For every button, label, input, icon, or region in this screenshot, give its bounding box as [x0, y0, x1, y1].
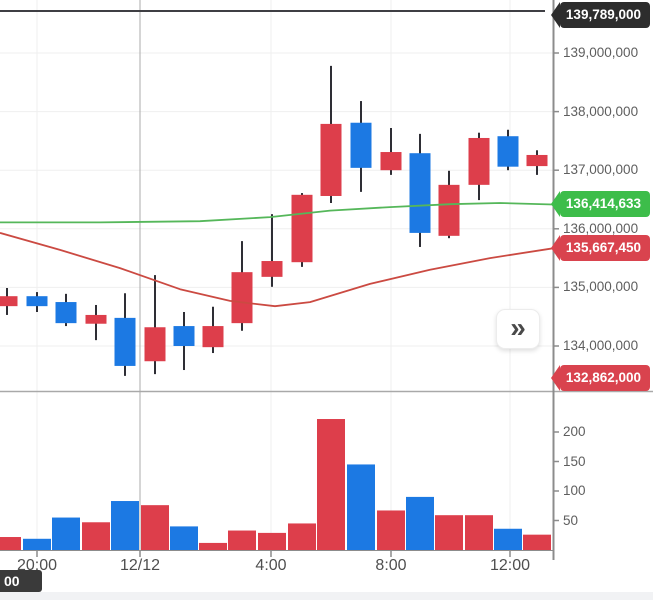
volume-bar[interactable]: [228, 530, 256, 550]
volume-axis-label: 200: [563, 424, 586, 439]
candle-body[interactable]: [291, 194, 313, 263]
bottom-strip: [0, 592, 653, 600]
ma-short-line: [0, 202, 554, 224]
volume-bar[interactable]: [377, 510, 405, 550]
session-low-badge: 132,862,000: [550, 365, 650, 391]
candle-body[interactable]: [438, 184, 460, 236]
time-axis-label: 4:00: [255, 557, 287, 574]
candle-body[interactable]: [26, 296, 48, 307]
price-axis-label: 137,000,000: [563, 162, 639, 178]
price-axis-label: 138,000,000: [563, 103, 639, 119]
candle-body[interactable]: [497, 136, 519, 167]
volume-axis-label: 150: [563, 453, 586, 469]
volume-bar[interactable]: [52, 517, 80, 550]
candle-body[interactable]: [409, 153, 431, 233]
ma-long-line: [0, 232, 554, 308]
volume-bar[interactable]: [258, 532, 286, 550]
volume-bar[interactable]: [523, 534, 551, 550]
candle-body[interactable]: [380, 152, 402, 171]
volume-bar[interactable]: [288, 523, 316, 550]
volume-bar[interactable]: [0, 537, 21, 550]
volume-bar[interactable]: [494, 528, 522, 550]
volume-bar[interactable]: [82, 522, 110, 550]
volume-bar[interactable]: [347, 464, 375, 550]
last-price-badge: 139,789,000: [550, 2, 650, 28]
time-axis-label: 20:00: [16, 557, 58, 574]
candle-body[interactable]: [231, 272, 253, 324]
time-axis-label: 8:00: [375, 557, 407, 574]
volume-bar[interactable]: [199, 542, 227, 550]
candle-body[interactable]: [144, 327, 166, 362]
volume-bar[interactable]: [406, 496, 434, 550]
candle-body[interactable]: [320, 123, 342, 196]
candle-body[interactable]: [261, 261, 283, 277]
candle-body[interactable]: [202, 326, 224, 348]
price-axis-label: 135,000,000: [563, 279, 639, 295]
candle-body[interactable]: [468, 137, 490, 185]
volume-axis-label: 50: [563, 512, 579, 528]
volume-bar[interactable]: [23, 538, 51, 550]
ma-long-value-badge: 135,667,450: [550, 235, 650, 261]
volume-bar[interactable]: [170, 526, 198, 550]
time-axis-label: 12/12: [119, 557, 161, 574]
double-chevron-right-icon: »: [510, 311, 526, 343]
volume-bar[interactable]: [465, 515, 493, 550]
time-axis-label: 12:00: [489, 557, 531, 574]
candle-body[interactable]: [173, 326, 195, 346]
scroll-to-latest-button[interactable]: »: [496, 309, 540, 349]
price-axis-label: 136,000,000: [563, 220, 639, 236]
ma-short-value-badge: 136,414,633: [550, 191, 650, 217]
volume-bar[interactable]: [317, 419, 345, 550]
volume-bar[interactable]: [111, 501, 139, 550]
candle-body[interactable]: [350, 122, 372, 168]
volume-axis-label: 100: [563, 483, 586, 498]
candle-body[interactable]: [0, 296, 18, 307]
price-axis-label: 134,000,000: [563, 338, 639, 353]
crosshair-time-badge: 00: [0, 570, 42, 592]
candle-body[interactable]: [55, 302, 77, 324]
candle-body[interactable]: [114, 317, 136, 366]
price-axis-label: 139,000,000: [563, 45, 639, 60]
candle-body[interactable]: [526, 154, 548, 167]
candle-body[interactable]: [85, 314, 107, 324]
volume-bar[interactable]: [435, 515, 463, 550]
volume-bar[interactable]: [141, 505, 169, 550]
